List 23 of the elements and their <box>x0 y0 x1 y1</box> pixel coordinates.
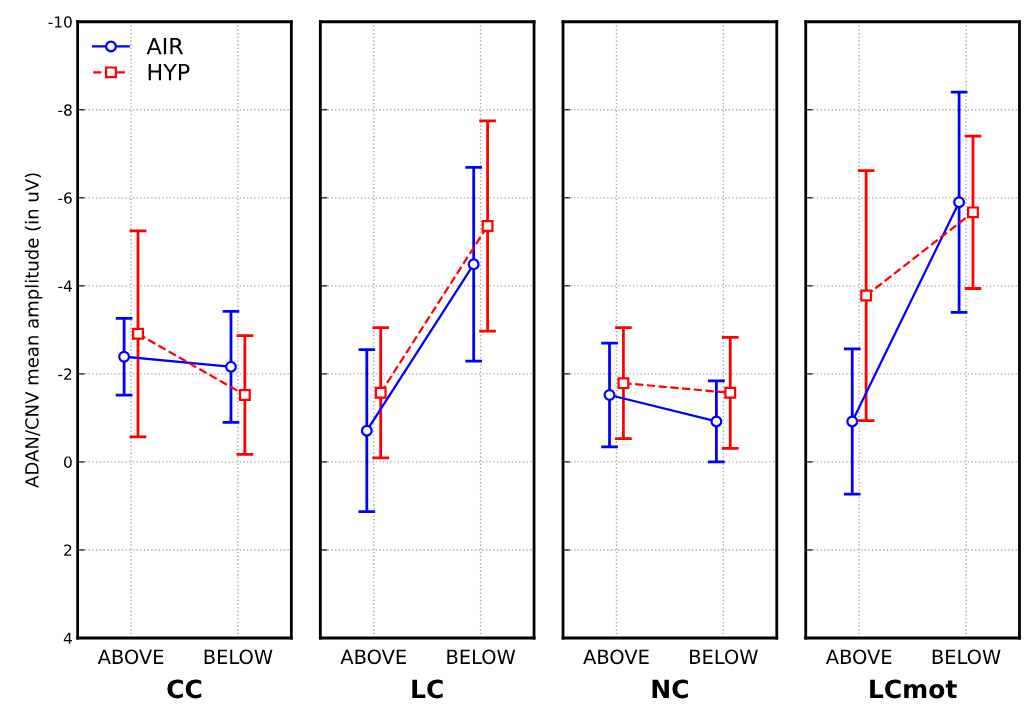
y-axis-title: ADAN/CNV mean amplitude (in uV) <box>24 173 43 488</box>
legend-label: AIR <box>146 37 184 55</box>
y-tick-label: -2 <box>58 368 72 380</box>
y-tick-label: -8 <box>58 104 72 116</box>
x-tick-label: ABOVE <box>340 649 406 665</box>
x-tick-label: ABOVE <box>825 649 892 665</box>
y-tick-label: 4 <box>63 632 72 644</box>
y-tick-label: 0 <box>64 456 72 468</box>
x-axis-title: LC <box>412 679 443 699</box>
y-tick-label: -4 <box>58 280 72 292</box>
y-tick-label: -6 <box>58 192 72 204</box>
x-tick-label: BELOW <box>932 649 1001 665</box>
x-axis-title: CC <box>167 679 202 699</box>
x-tick-label: ABOVE <box>97 649 164 665</box>
x-tick-label: ABOVE <box>583 649 649 665</box>
x-tick-label: BELOW <box>204 649 273 665</box>
y-tick-label: 2 <box>64 544 72 556</box>
y-tick-label: -10 <box>48 16 72 28</box>
x-tick-label: BELOW <box>447 649 516 665</box>
legend-label: HYP <box>148 63 190 81</box>
x-axis-title: LCmot <box>870 679 957 699</box>
x-tick-label: BELOW <box>690 649 758 665</box>
x-axis-title: NC <box>652 679 688 699</box>
